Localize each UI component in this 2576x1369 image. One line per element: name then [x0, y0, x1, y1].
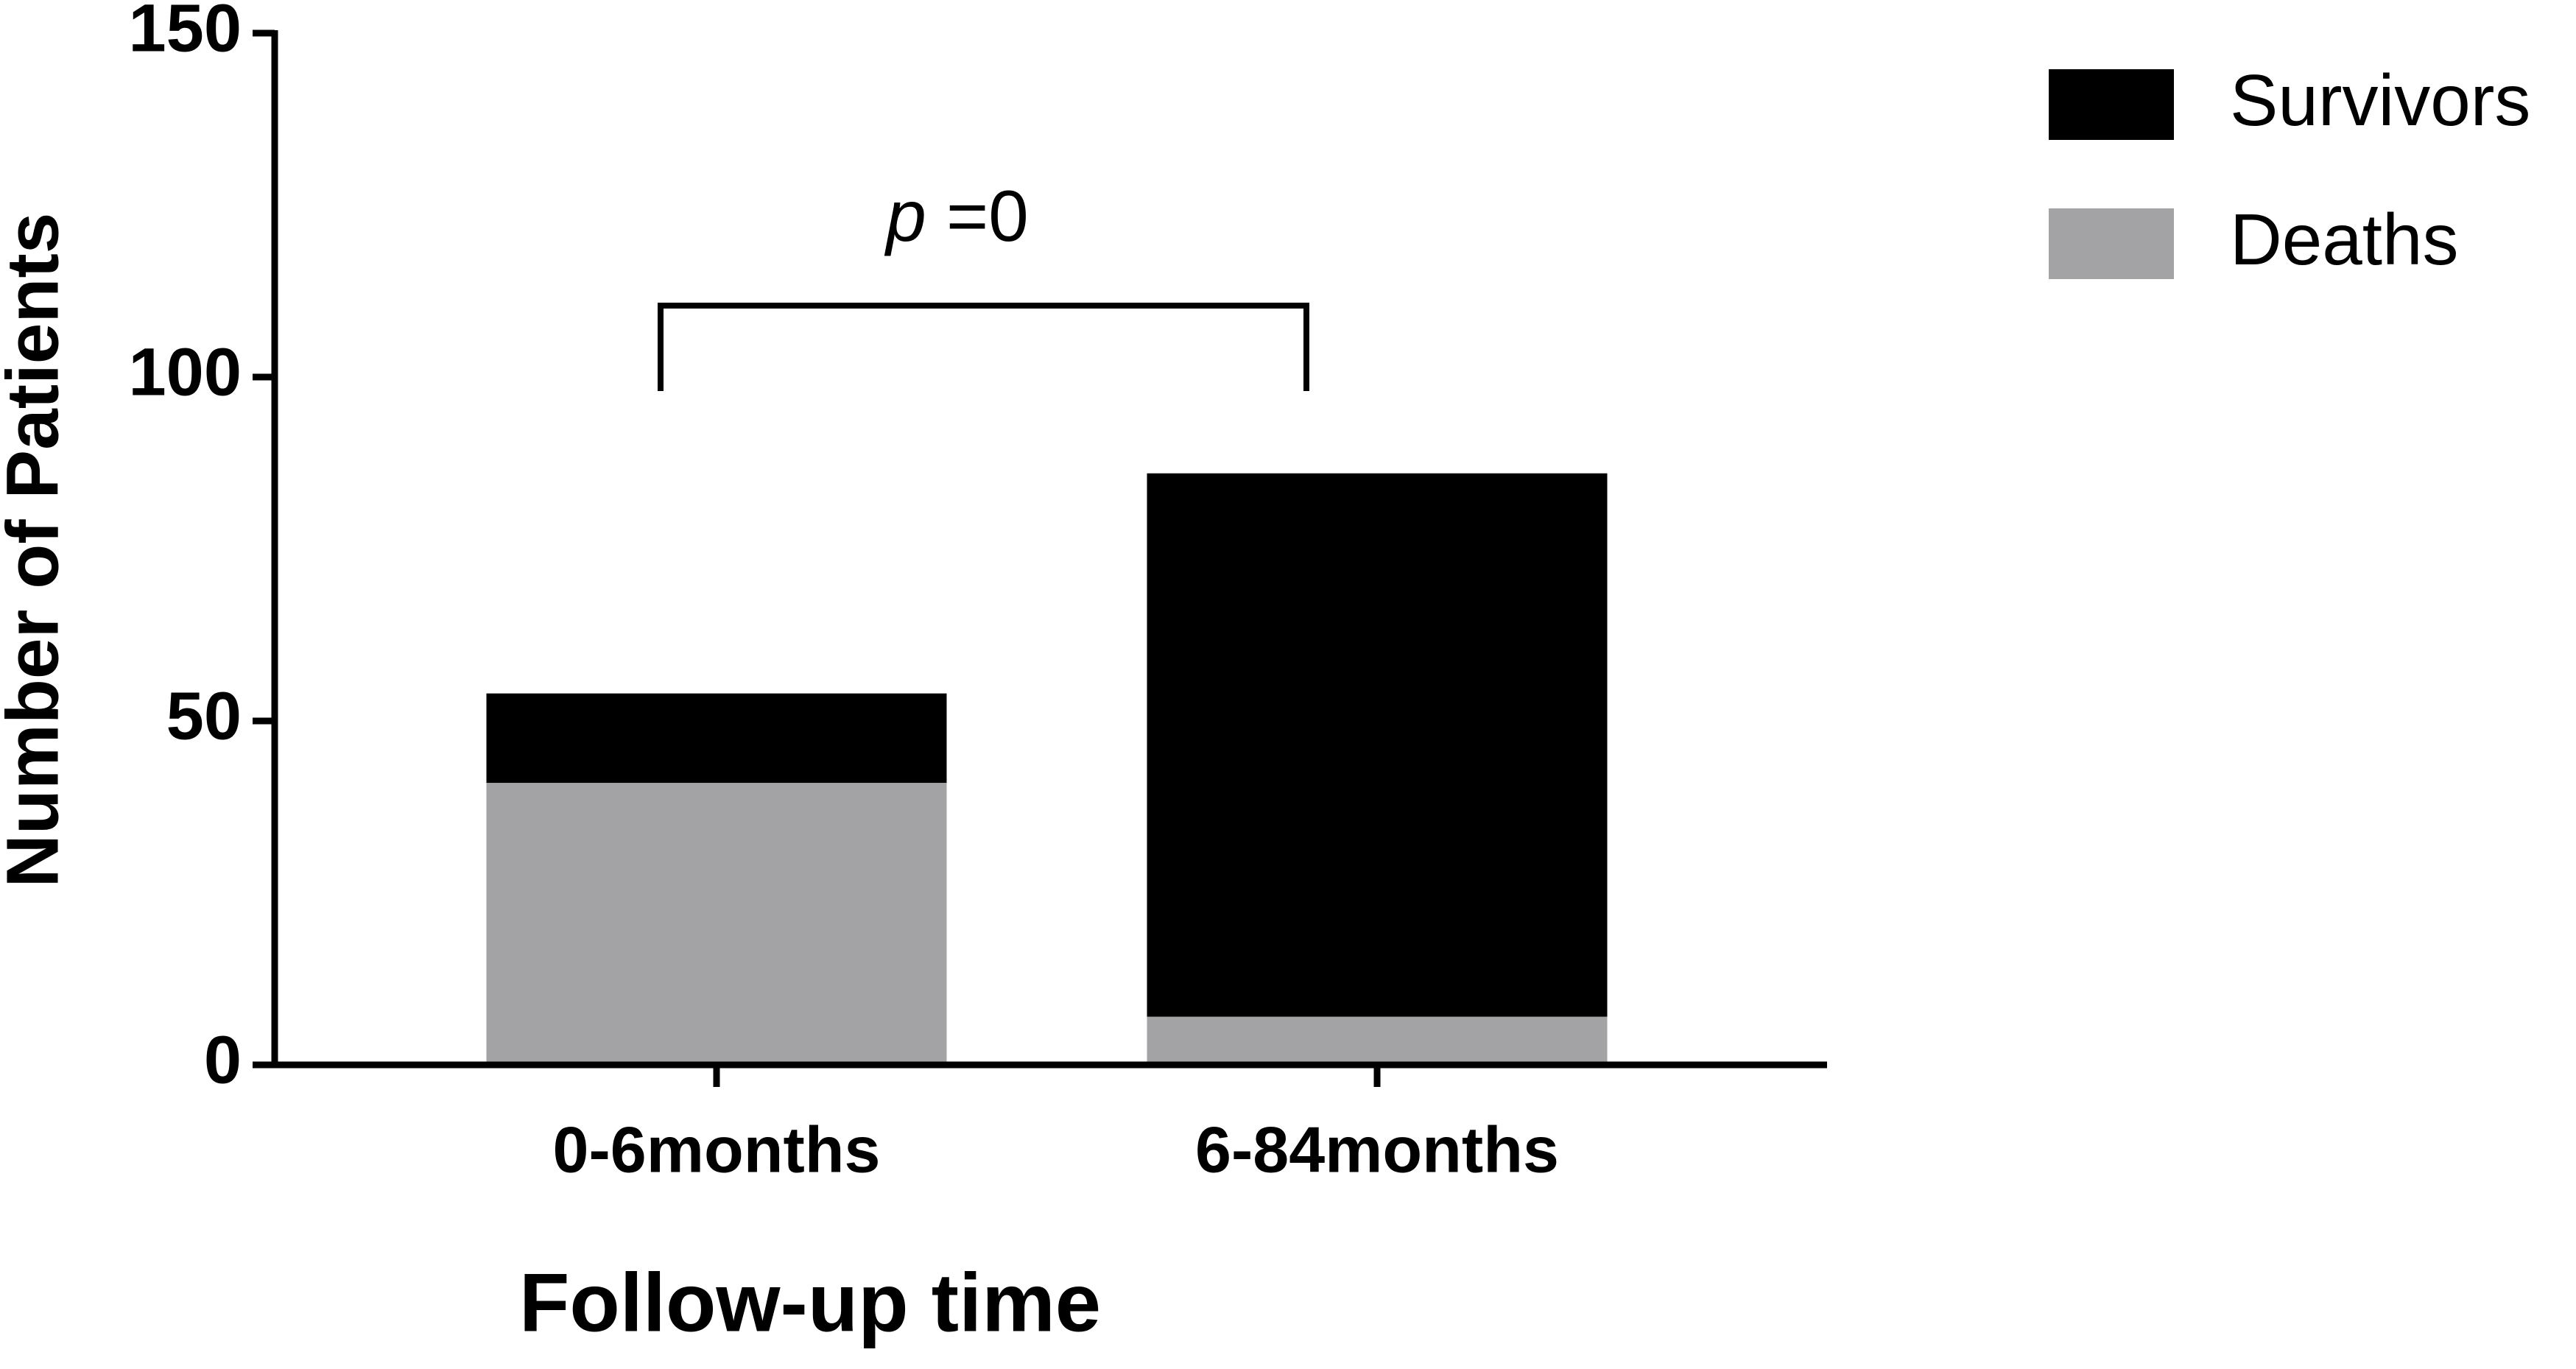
bar-segment: [486, 693, 947, 784]
annotation: p =0: [884, 175, 1028, 256]
y-tick-label: 150: [129, 0, 242, 66]
y-tick-label: 0: [204, 1022, 242, 1097]
y-tick-label: 50: [166, 678, 242, 753]
y-tick-label: 100: [129, 334, 242, 409]
x-axis-title: Follow-up time: [519, 1257, 1101, 1349]
bar-segment: [486, 783, 947, 1065]
bar-segment: [1147, 473, 1608, 1017]
x-tick-label: 6-84months: [1195, 1113, 1559, 1186]
y-axis-title: Number of Patients: [0, 213, 74, 888]
legend-label: Survivors: [2230, 60, 2530, 141]
legend-swatch: [2049, 69, 2174, 140]
significance-bracket: [658, 303, 1309, 391]
legend-label: Deaths: [2230, 199, 2459, 280]
x-tick-label: 0-6months: [553, 1113, 881, 1186]
annotation-symbol: p: [884, 175, 926, 256]
legend-swatch: [2049, 208, 2174, 279]
bar-segment: [1147, 1016, 1608, 1065]
annotation-text: =0: [946, 175, 1029, 256]
